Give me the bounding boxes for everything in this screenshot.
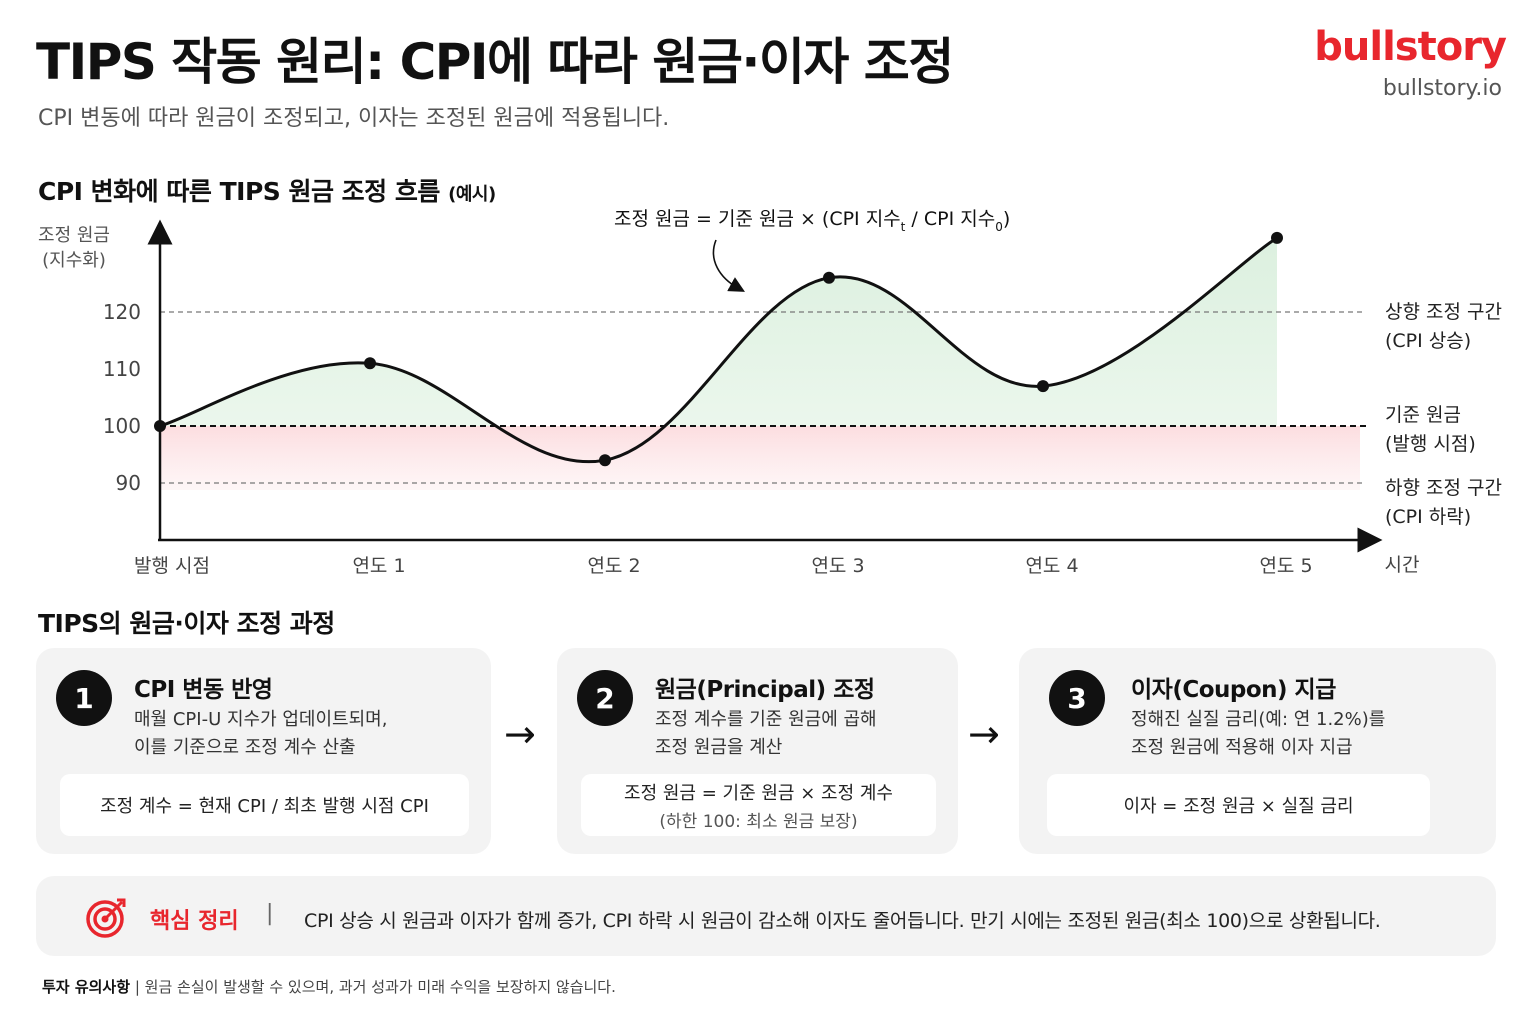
chart-title: CPI 변화에 따른 TIPS 원금 조정 흐름 (예시) — [38, 172, 496, 208]
x-tick-label: 연도 3 — [811, 555, 864, 577]
data-point — [154, 420, 166, 432]
step-card-3: 3 이자(Coupon) 지급 정해진 실질 금리(예: 연 1.2%)를 조정… — [1019, 648, 1496, 854]
data-point — [1037, 380, 1049, 393]
above-area — [160, 237, 1277, 426]
step-title: 원금(Principal) 조정 — [655, 677, 875, 703]
brand-logo[interactable]: bullstory — [1314, 24, 1507, 70]
process-title: TIPS의 원금·이자 조정 과정 — [38, 609, 335, 638]
x-axis-label: 시간 — [1385, 554, 1420, 576]
reference-label: (발행 시점) — [1385, 433, 1476, 455]
disclaimer-text: 원금 손실이 발생할 수 있으며, 과거 성과가 미래 수익을 보장하지 않습니… — [144, 978, 616, 996]
target-icon — [86, 898, 126, 938]
step-formula: 이자 = 조정 원금 × 실질 금리 — [1123, 796, 1354, 817]
step-formula-note: (하한 100: 최소 원금 보장) — [659, 811, 858, 832]
step-number: 1 — [56, 670, 112, 726]
reference-label: 상향 조정 구간 — [1385, 301, 1502, 323]
chart-title-suffix: (예시) — [448, 184, 496, 205]
y-axis-label-1: 조정 원금 — [38, 225, 110, 246]
y-tick-label: 90 — [116, 471, 141, 495]
y-axis-label-2: (지수화) — [42, 250, 106, 271]
y-tick-label: 120 — [103, 300, 141, 324]
step-title: CPI 변동 반영 — [134, 677, 273, 703]
page-title: TIPS 작동 원리: CPI에 따라 원금·이자 조정 — [36, 33, 954, 91]
brand-url[interactable]: bullstory.io — [1382, 76, 1502, 101]
step-description: 매월 CPI-U 지수가 업데이트되며, 이를 기준으로 조정 계수 산출 — [134, 706, 387, 762]
x-tick-label: 연도 2 — [587, 555, 640, 577]
disclaimer-label: 투자 유의사항 — [42, 978, 131, 996]
step-desc-line: 조정 계수를 기준 원금에 곱해 — [655, 709, 877, 730]
reference-label: (CPI 하락) — [1385, 506, 1471, 528]
step-formula-box: 조정 원금 = 기준 원금 × 조정 계수 (하한 100: 최소 원금 보장) — [581, 774, 936, 836]
step-number: 2 — [577, 670, 633, 726]
step-arrow-icon: → — [504, 712, 536, 756]
step-number: 3 — [1049, 670, 1105, 726]
chart-title-text: CPI 변화에 따른 TIPS 원금 조정 흐름 — [38, 177, 440, 206]
reference-label: 하향 조정 구간 — [1385, 477, 1502, 499]
disclaimer-separator: | — [134, 978, 140, 996]
data-point — [599, 454, 611, 467]
step-description: 정해진 실질 금리(예: 연 1.2%)를 조정 원금에 적용해 이자 지급 — [1131, 706, 1385, 762]
step-arrow-icon: → — [968, 712, 1000, 756]
disclaimer: 투자 유의사항 | 원금 손실이 발생할 수 있으며, 과거 성과가 미래 수익… — [42, 976, 616, 997]
series-line — [159, 236, 1278, 464]
data-point — [364, 357, 376, 370]
summary-separator: | — [266, 901, 274, 926]
data-point — [823, 271, 835, 284]
x-tick-label: 연도 1 — [352, 555, 405, 577]
y-tick-label: 100 — [103, 414, 141, 438]
step-desc-line: 정해진 실질 금리(예: 연 1.2%)를 — [1131, 709, 1386, 730]
x-tick-label: 연도 4 — [1025, 555, 1078, 577]
summary-text: CPI 상승 시 원금과 이자가 함께 증가, CPI 하락 시 원금이 감소해… — [304, 910, 1381, 932]
formula-annotation: 조정 원금 = 기준 원금 × (CPI 지수t / CPI 지수0) — [614, 208, 1010, 234]
page-subtitle: CPI 변동에 따라 원금이 조정되고, 이자는 조정된 원금에 적용됩니다. — [38, 106, 670, 131]
annotation-arrow — [712, 239, 745, 292]
step-desc-line: 조정 원금에 적용해 이자 지급 — [1131, 737, 1353, 758]
summary-label: 핵심 정리 — [150, 909, 239, 934]
step-formula-box: 조정 계수 = 현재 CPI / 최초 발행 시점 CPI — [60, 774, 469, 836]
x-tick-label: 연도 5 — [1259, 555, 1312, 577]
summary-box: 핵심 정리 | CPI 상승 시 원금과 이자가 함께 증가, CPI 하락 시… — [36, 876, 1496, 956]
step-title: 이자(Coupon) 지급 — [1131, 677, 1336, 703]
step-desc-line: 이를 기준으로 조정 계수 산출 — [134, 737, 356, 758]
step-desc-line: 조정 원금을 계산 — [655, 737, 783, 758]
step-card-1: 1 CPI 변동 반영 매월 CPI-U 지수가 업데이트되며, 이를 기준으로… — [36, 648, 491, 854]
reference-label: 기준 원금 — [1385, 404, 1461, 426]
step-description: 조정 계수를 기준 원금에 곱해 조정 원금을 계산 — [655, 706, 877, 762]
x-tick-label: 발행 시점 — [134, 555, 210, 577]
step-card-2: 2 원금(Principal) 조정 조정 계수를 기준 원금에 곱해 조정 원… — [557, 648, 958, 854]
below-zone — [160, 426, 1360, 490]
step-formula: 조정 계수 = 현재 CPI / 최초 발행 시점 CPI — [100, 796, 429, 817]
y-tick-label: 110 — [103, 357, 141, 381]
step-formula-box: 이자 = 조정 원금 × 실질 금리 — [1047, 774, 1430, 836]
step-formula: 조정 원금 = 기준 원금 × 조정 계수 — [624, 782, 893, 804]
step-desc-line: 매월 CPI-U 지수가 업데이트되며, — [134, 709, 388, 730]
data-point — [1271, 231, 1283, 244]
principal-chart: 90 100 110 120 조정 원금 (지수화) 시간 발행 시점 연도 1 연도 2… — [38, 208, 1502, 577]
reference-label: (CPI 상승) — [1385, 330, 1471, 352]
